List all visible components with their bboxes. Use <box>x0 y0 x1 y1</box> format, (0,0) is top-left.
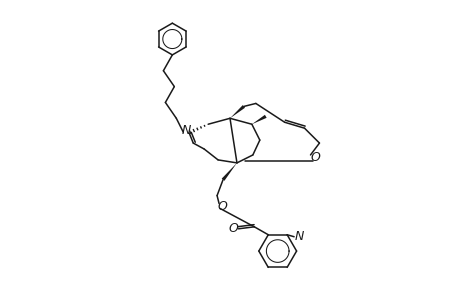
Polygon shape <box>230 105 245 118</box>
Text: O: O <box>310 152 320 164</box>
Text: N: N <box>294 230 303 243</box>
Text: N: N <box>181 124 190 137</box>
Text: O: O <box>228 222 238 235</box>
Polygon shape <box>252 115 266 124</box>
Polygon shape <box>221 163 236 181</box>
Text: O: O <box>217 200 226 213</box>
